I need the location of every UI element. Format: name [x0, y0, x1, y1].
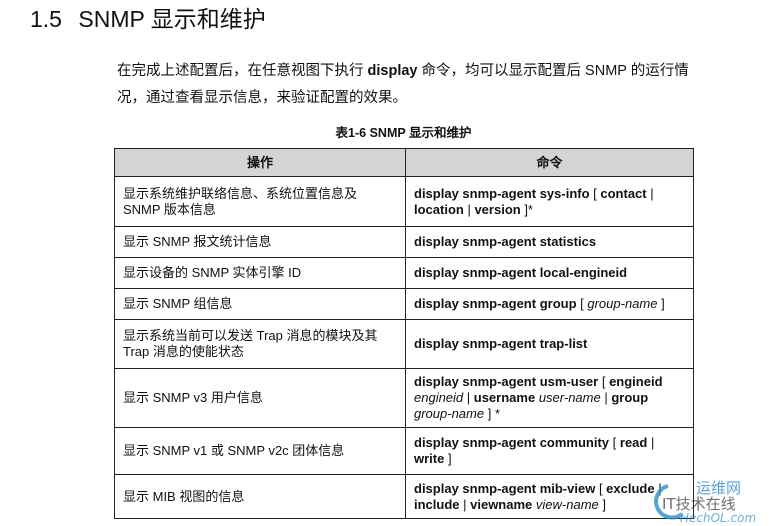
command-segment: username: [473, 390, 536, 405]
operation-cell: 显示 SNMP v3 用户信息: [114, 368, 406, 428]
command-segment: display snmp-agent community: [414, 435, 610, 450]
command-segment: engineid: [609, 374, 663, 389]
command-cell: display snmp-agent sys-info [ contact | …: [405, 176, 694, 227]
command-segment: viewname: [470, 496, 533, 512]
command-segment: ]: [598, 496, 606, 512]
table-row: 显示 MIB 视图的信息 display snmp-agent mib-view …: [114, 474, 694, 519]
operation-cell: 显示系统维护联络信息、系统位置信息及 SNMP 版本信息: [114, 176, 406, 227]
header-command: 命令: [405, 148, 694, 177]
command-segment: ] *: [484, 406, 501, 421]
command-segment: |: [654, 480, 662, 496]
table-row: 显示 SNMP v3 用户信息 display snmp-agent usm-us…: [114, 368, 694, 428]
svg-text:HechOL.com: HechOL.com: [680, 511, 756, 524]
command-segment: location: [414, 201, 464, 217]
section-heading: 1.5 SNMP 显示和维护: [30, 4, 266, 34]
command-segment: [: [595, 480, 607, 496]
table-row: 显示 SNMP v1 或 SNMP v2c 团体信息 display snmp-a…: [114, 427, 694, 475]
command-segment: user-name: [538, 390, 601, 405]
command-segment: [: [589, 185, 601, 201]
command-segment: group-name: [587, 296, 658, 311]
command-segment: contact: [600, 185, 647, 201]
command-segment: include: [414, 496, 460, 512]
operation-cell: 显示设备的 SNMP 实体引擎 ID: [114, 257, 406, 289]
command-segment: display snmp-agent group: [414, 296, 577, 311]
section-title: SNMP 显示和维护: [78, 6, 266, 32]
command-cell: display snmp-agent statistics: [405, 226, 694, 258]
command-segment: [: [598, 374, 610, 389]
table-header-row: 操作 命令: [114, 148, 694, 177]
command-segment: ]*: [520, 201, 533, 217]
command-cell: display snmp-agent mib-view [ exclude | …: [405, 474, 694, 519]
operation-cell: 显示 SNMP 报文统计信息: [114, 226, 406, 258]
table-row: 显示设备的 SNMP 实体引擎 ID display snmp-agent loc…: [114, 257, 694, 289]
command-segment: |: [600, 390, 612, 405]
header-operation: 操作: [114, 148, 406, 177]
command-segment: [: [576, 296, 588, 311]
command-cell: display snmp-agent trap-list: [405, 319, 694, 369]
command-segment: view-name: [535, 496, 599, 512]
table-row: 显示系统当前可以发送 Trap 消息的模块及其 Trap 消息的使能状态 disp…: [114, 319, 694, 369]
command-segment: |: [463, 390, 474, 405]
snmp-display-table: 操作 命令 显示系统维护联络信息、系统位置信息及 SNMP 版本信息 displa…: [114, 148, 694, 519]
command-segment: display snmp-agent local-engineid: [414, 265, 628, 280]
command-segment: ]: [657, 296, 665, 311]
section-number: 1.5: [30, 6, 62, 32]
command-cell: display snmp-agent community [ read | wr…: [405, 427, 694, 475]
command-cell: display snmp-agent group [ group-name ]: [405, 288, 694, 320]
command-segment: [: [609, 435, 620, 450]
svg-text:运维网: 运维网: [696, 479, 741, 497]
svg-text:IT技术在线: IT技术在线: [662, 495, 736, 513]
paragraph-keyword: display: [367, 63, 418, 79]
command-segment: |: [646, 185, 654, 201]
command-segment: read: [619, 435, 648, 450]
command-segment: version: [474, 201, 521, 217]
command-segment: |: [463, 201, 475, 217]
operation-cell: 显示 SNMP v1 或 SNMP v2c 团体信息: [114, 427, 406, 475]
table-caption: 表1-6 SNMP 显示和维护: [335, 126, 472, 140]
table-row: 显示 SNMP 报文统计信息 display snmp-agent statist…: [114, 226, 694, 258]
command-segment: engineid: [414, 390, 464, 405]
command-segment: display snmp-agent trap-list: [414, 336, 588, 351]
command-segment: display snmp-agent mib-view: [414, 480, 596, 496]
table-row: 显示系统维护联络信息、系统位置信息及 SNMP 版本信息 display snmp…: [114, 176, 694, 227]
command-segment: group-name: [414, 406, 485, 421]
operation-cell: 显示系统当前可以发送 Trap 消息的模块及其 Trap 消息的使能状态: [114, 319, 406, 369]
command-segment: display snmp-agent sys-info: [414, 185, 590, 201]
command-segment: display snmp-agent usm-user: [414, 374, 599, 389]
command-segment: display snmp-agent statistics: [414, 234, 597, 249]
watermark-logo: 运维网 IT技术在线 HechOL.com: [654, 479, 756, 524]
command-segment: exclude: [606, 480, 655, 496]
table-row: 显示 SNMP 组信息 display snmp-agent group [ gr…: [114, 288, 694, 320]
operation-cell: 显示 SNMP 组信息: [114, 288, 406, 320]
command-segment: ]: [444, 451, 452, 466]
paragraph-text: 命令，均可以显示配置后 SNMP 的运行情况，通过查看显示信息，来验证配置的效果…: [117, 63, 689, 106]
command-segment: |: [647, 435, 655, 450]
command-segment: group: [611, 390, 649, 405]
intro-paragraph: 在完成上述配置后，在任意视图下执行 display 命令，均可以显示配置后 SN…: [117, 58, 717, 112]
operation-cell: 显示 MIB 视图的信息: [114, 474, 406, 519]
command-segment: write: [414, 451, 445, 466]
command-cell: display snmp-agent usm-user [ engineid e…: [405, 368, 694, 428]
paragraph-text: 在完成上述配置后，在任意视图下执行: [117, 63, 368, 79]
command-cell: display snmp-agent local-engineid: [405, 257, 694, 289]
command-segment: |: [459, 496, 471, 512]
